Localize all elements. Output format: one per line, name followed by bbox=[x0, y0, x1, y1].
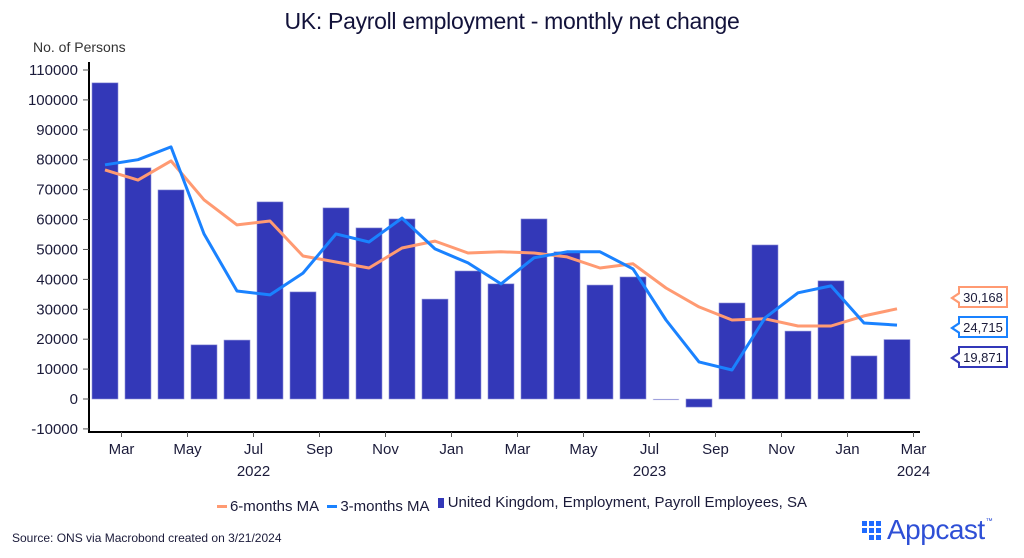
y-tick-label: 50000 bbox=[36, 241, 78, 258]
line-series bbox=[104, 145, 898, 372]
bar-2022-03 bbox=[124, 167, 152, 400]
y-tick-label: 30000 bbox=[36, 301, 78, 318]
bar-2022-09 bbox=[322, 207, 350, 400]
x-year-label: 2023 bbox=[633, 463, 666, 480]
legend-swatch-3-months-ma bbox=[327, 504, 338, 508]
x-tick-label: Mar bbox=[109, 441, 135, 458]
bar-2023-05 bbox=[586, 284, 614, 400]
legend-item-6-months-ma[interactable]: 6-months MA bbox=[216, 497, 320, 515]
bar-2023-12 bbox=[817, 280, 845, 400]
bar-2024-01 bbox=[850, 355, 878, 400]
y-tick-label: 60000 bbox=[36, 212, 78, 229]
bar-2022-02 bbox=[91, 82, 119, 400]
logo-trademark: ™ bbox=[985, 518, 993, 525]
axes: -10000 0 10000 20000 30000 40000 50000 60000 700… bbox=[28, 62, 930, 480]
chart-title: UK: Payroll employment - monthly net cha… bbox=[284, 8, 740, 34]
x-tick-label: Jul bbox=[640, 441, 659, 458]
bar-2023-07 bbox=[652, 398, 680, 401]
y-tick-label: 20000 bbox=[36, 331, 78, 348]
appcast-logo: Appcast ™ bbox=[862, 514, 993, 546]
y-tick-label: 80000 bbox=[36, 152, 78, 169]
bar-2022-07 bbox=[256, 201, 284, 400]
y-tick-label: 100000 bbox=[28, 92, 78, 109]
bar-2023-08 bbox=[685, 398, 713, 408]
y-tick-label: -10000 bbox=[31, 421, 78, 438]
x-year-label: 2024 bbox=[897, 463, 930, 480]
bar-2022-10 bbox=[355, 227, 383, 400]
legend-label: 3-months MA bbox=[340, 497, 430, 515]
x-tick-label: Sep bbox=[702, 441, 729, 458]
bar-series bbox=[91, 82, 911, 408]
bar-2022-05 bbox=[190, 344, 218, 400]
logo-text: Appcast bbox=[887, 514, 985, 545]
callout-3-months-ma: 24,715 bbox=[950, 316, 1008, 338]
bar-2022-08 bbox=[289, 291, 317, 400]
callout-payroll-employees: 19,871 bbox=[950, 346, 1008, 368]
bar-2023-11 bbox=[784, 330, 812, 400]
x-tick-label: May bbox=[173, 441, 202, 458]
legend-swatch-payroll-employees bbox=[437, 497, 444, 508]
bar-2022-06 bbox=[223, 339, 251, 400]
legend-item-payroll-employees[interactable]: United Kingdom, Employment, Payroll Empl… bbox=[437, 494, 808, 511]
bar-2023-04 bbox=[553, 251, 581, 400]
callout-6-months-ma: 30,168 bbox=[950, 286, 1008, 308]
y-tick-label: 70000 bbox=[36, 182, 78, 199]
y-tick-label: 0 bbox=[70, 391, 78, 408]
y-tick-label: 40000 bbox=[36, 271, 78, 288]
x-tick-label: Jul bbox=[244, 441, 263, 458]
y-tick-label: 90000 bbox=[36, 122, 78, 139]
legend-label: United Kingdom, Employment, Payroll Empl… bbox=[447, 494, 808, 511]
x-tick-label: Mar bbox=[505, 441, 531, 458]
source-note: Source: ONS via Macrobond created on 3/2… bbox=[12, 531, 282, 545]
x-tick-label: Nov bbox=[372, 441, 399, 458]
x-tick-label: Mar bbox=[901, 441, 927, 458]
bar-2023-01 bbox=[454, 270, 482, 400]
bar-2023-06 bbox=[619, 276, 647, 400]
x-tick-label: May bbox=[569, 441, 598, 458]
legend-swatch-6-months-ma bbox=[216, 504, 227, 508]
bar-2022-04 bbox=[157, 189, 185, 400]
bar-2022-12 bbox=[421, 298, 449, 400]
bar-2023-02 bbox=[487, 283, 515, 400]
y-tick-label: 110000 bbox=[29, 62, 78, 79]
x-tick-label: Jan bbox=[835, 441, 859, 458]
y-axis-label: No. of Persons bbox=[33, 39, 126, 55]
legend-label: 6-months MA bbox=[229, 497, 320, 515]
x-year-label: 2022 bbox=[237, 463, 270, 480]
bar-2024-02 bbox=[883, 339, 911, 400]
logo-grid-icon bbox=[862, 520, 881, 540]
legend-item-3-months-ma[interactable]: 3-months MA bbox=[327, 497, 430, 515]
bar-2023-03 bbox=[520, 218, 548, 400]
x-tick-label: Jan bbox=[439, 441, 463, 458]
y-tick-label: 10000 bbox=[36, 361, 78, 378]
x-tick-label: Sep bbox=[306, 441, 333, 458]
x-tick-label: Nov bbox=[768, 441, 795, 458]
legend: 6-months MA 3-months MA United Kingdom, … bbox=[0, 494, 1024, 515]
